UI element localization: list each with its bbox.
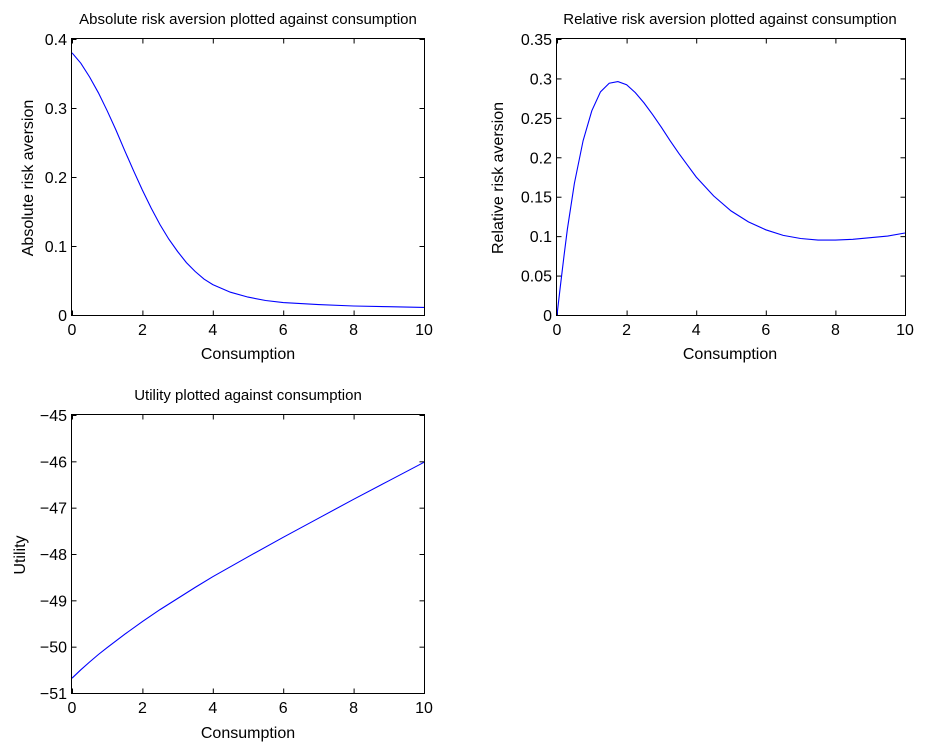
y-tick-label: −45 — [40, 408, 67, 425]
x-tick-label: 10 — [415, 700, 433, 717]
x-axis-label: Consumption — [201, 346, 295, 363]
x-tick-label: 0 — [553, 322, 562, 339]
x-tick-label: 8 — [349, 322, 358, 339]
series — [71, 52, 425, 308]
x-ticks: 0 2 4 6 8 10 — [68, 38, 433, 339]
y-tick-label: 0.05 — [521, 269, 552, 286]
y-tick-label: 0.4 — [45, 32, 67, 49]
y-tick-label: 0.1 — [530, 229, 552, 246]
y-tick-label: 0 — [58, 308, 67, 325]
y-tick-label: −50 — [40, 640, 67, 657]
subplot-absolute-risk-aversion: Absolute risk aversion plotted against c… — [20, 11, 433, 363]
y-tick-label: −49 — [40, 593, 67, 610]
series-line — [556, 81, 906, 316]
y-tick-label: 0.2 — [45, 170, 67, 187]
x-axis-label: Consumption — [201, 725, 295, 742]
series-line — [71, 461, 425, 679]
y-tick-label: −46 — [40, 454, 67, 471]
plot-frame — [556, 38, 906, 316]
chart-title: Absolute risk aversion plotted against c… — [79, 11, 417, 28]
plot-frame — [71, 38, 425, 316]
y-tick-label: −48 — [40, 547, 67, 564]
x-tick-label: 4 — [692, 322, 701, 339]
x-tick-label: 4 — [208, 322, 217, 339]
y-tick-label: 0.35 — [521, 32, 552, 49]
x-tick-label: 4 — [208, 700, 217, 717]
x-tick-label: 2 — [138, 322, 147, 339]
series-line — [71, 52, 425, 308]
y-ticks: 0 0.1 0.2 0.3 0.4 — [45, 32, 425, 325]
y-axis-label: Utility — [12, 535, 29, 574]
x-ticks: 0 2 4 6 8 10 — [553, 38, 914, 339]
x-tick-label: 0 — [68, 322, 77, 339]
x-tick-label: 2 — [138, 700, 147, 717]
y-ticks: −51 −50 −49 −48 −47 −46 −45 — [40, 408, 425, 703]
subplot-utility: Utility plotted against consumption Cons… — [12, 387, 433, 742]
x-tick-label: 6 — [761, 322, 770, 339]
y-tick-label: 0.1 — [45, 239, 67, 256]
series — [71, 461, 425, 679]
y-tick-label: 0.25 — [521, 111, 552, 128]
chart-title: Utility plotted against consumption — [134, 387, 362, 404]
y-tick-label: 0.2 — [530, 150, 552, 167]
x-tick-label: 10 — [896, 322, 914, 339]
x-tick-label: 8 — [349, 700, 358, 717]
y-axis-label: Absolute risk aversion — [20, 100, 37, 257]
x-tick-label: 0 — [68, 700, 77, 717]
x-tick-label: 2 — [622, 322, 631, 339]
y-ticks: 0 0.05 0.1 0.15 0.2 0.25 0.3 0.35 — [521, 32, 906, 325]
x-axis-label: Consumption — [683, 346, 777, 363]
plot-frame — [71, 414, 425, 694]
x-ticks: 0 2 4 6 8 10 — [68, 414, 433, 717]
x-tick-label: 10 — [415, 322, 433, 339]
y-axis-label: Relative risk aversion — [490, 102, 507, 254]
y-tick-label: 0.3 — [45, 101, 67, 118]
x-tick-label: 6 — [279, 700, 288, 717]
x-tick-label: 8 — [831, 322, 840, 339]
y-tick-label: −51 — [40, 686, 67, 703]
x-tick-label: 6 — [279, 322, 288, 339]
chart-title: Relative risk aversion plotted against c… — [563, 11, 897, 28]
subplot-relative-risk-aversion: Relative risk aversion plotted against c… — [490, 11, 914, 363]
y-tick-label: 0.3 — [530, 71, 552, 88]
series — [556, 81, 906, 316]
y-tick-label: −47 — [40, 501, 67, 518]
y-tick-label: 0.15 — [521, 190, 552, 207]
y-tick-label: 0 — [543, 308, 552, 325]
